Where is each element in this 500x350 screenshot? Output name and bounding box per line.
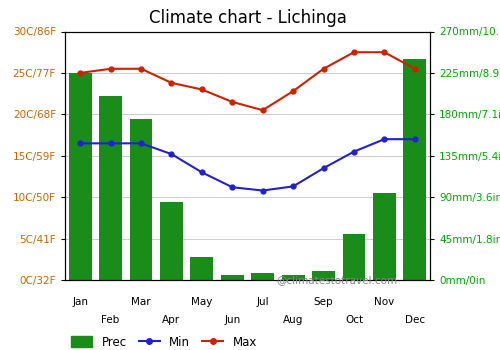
Text: Jan: Jan [72,298,88,307]
Text: Feb: Feb [102,315,120,325]
Bar [252,273,274,280]
Bar [130,119,152,280]
Text: Apr: Apr [162,315,180,325]
Bar [312,271,335,280]
Bar [221,275,244,280]
Bar [373,193,396,280]
Text: May: May [191,298,212,307]
Bar [282,275,304,280]
Bar [404,59,426,280]
Text: Mar: Mar [131,298,151,307]
Bar [69,73,92,280]
Title: Climate chart - Lichinga: Climate chart - Lichinga [148,9,346,27]
Legend: Prec, Min, Max: Prec, Min, Max [71,336,257,349]
Text: Dec: Dec [404,315,425,325]
Bar [160,202,183,280]
Text: Jun: Jun [224,315,240,325]
Bar [342,234,365,280]
Bar [99,96,122,280]
Text: Aug: Aug [283,315,304,325]
Text: Sep: Sep [314,298,334,307]
Text: @climatestotravel.com: @climatestotravel.com [276,275,398,285]
Text: Nov: Nov [374,298,394,307]
Text: Oct: Oct [345,315,363,325]
Text: Jul: Jul [256,298,269,307]
Bar [190,257,214,280]
